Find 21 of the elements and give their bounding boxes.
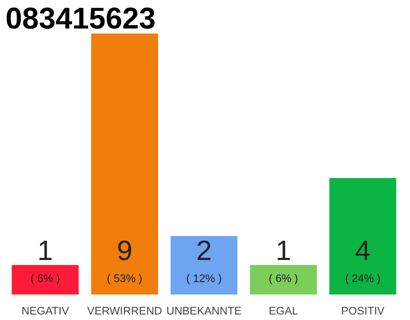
data-label: 1 <box>276 235 292 266</box>
data-label: 2 <box>196 235 212 266</box>
x-tick-label: VERWIRREND <box>87 306 162 318</box>
annotation: ( 12% ) <box>186 272 222 285</box>
annotation: ( 24% ) <box>345 272 381 285</box>
data-label: 9 <box>116 235 132 266</box>
x-tick-label: NEGATIV <box>21 306 70 318</box>
annotation: ( 6% ) <box>268 272 298 285</box>
bar <box>329 178 396 294</box>
x-tick-label: POSITIV <box>341 306 386 318</box>
annotation: ( 6% ) <box>30 272 60 285</box>
chart-title: 083415623 <box>6 2 156 36</box>
bar <box>170 236 238 294</box>
bar <box>91 34 158 294</box>
data-label: 1 <box>37 235 53 266</box>
annotation: ( 53% ) <box>106 272 142 285</box>
x-tick-label: EGAL <box>268 306 298 318</box>
x-tick-label: UNBEKANNTE <box>166 306 242 318</box>
bar <box>250 265 317 294</box>
data-label: 4 <box>355 235 371 266</box>
bar <box>12 265 79 294</box>
